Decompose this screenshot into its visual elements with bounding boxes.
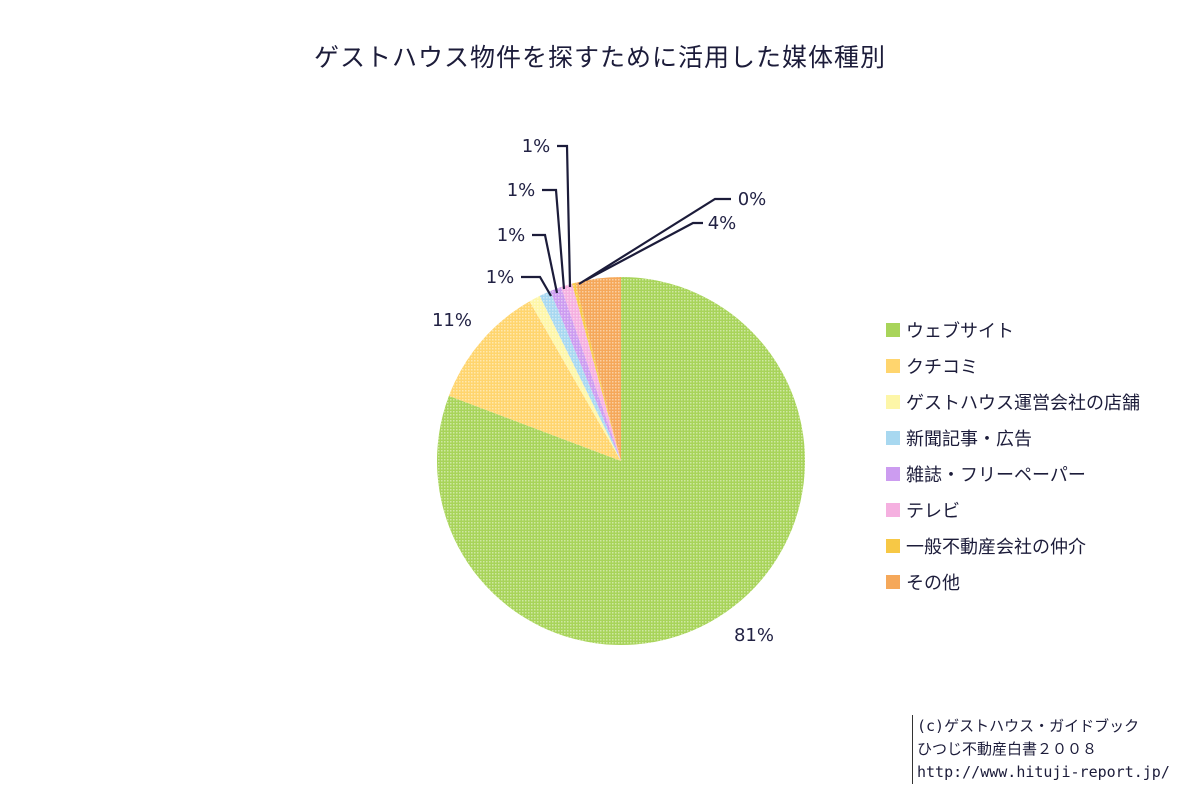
legend-label: クチコミ [906, 357, 978, 378]
legend-item-7: 一般不動産会社の仲介 [886, 528, 1140, 564]
legend-swatch [886, 467, 900, 481]
leader-line-4 [532, 233, 559, 294]
legend-swatch [886, 395, 900, 409]
credit-line-3: http://www.hituji-report.jp/ [917, 763, 1170, 781]
pie-slice-texture-1 [437, 277, 806, 645]
legend-label: ゲストハウス運営会社の店舗 [906, 393, 1140, 414]
legend-item-5: 雑誌・フリーペーパー [886, 456, 1140, 492]
legend: ウェブサイト クチコミゲストハウス運営会社の店舗 新聞記事・広告雑誌・フリーペーパー… [886, 312, 1140, 600]
leader-line-6 [557, 144, 572, 288]
legend-item-1: ウェブサイト [886, 312, 1140, 348]
credit-line-2: ひつじ不動産白書２００８ [917, 740, 1098, 758]
leader-line-8 [585, 221, 703, 281]
pie-slice-texture-6 [561, 283, 621, 461]
legend-swatch [886, 323, 900, 337]
pie-slice-texture-7 [572, 282, 621, 461]
pie-slice-texture-4 [539, 291, 621, 461]
legend-label: その他 [906, 573, 960, 594]
leader-line-3 [521, 275, 552, 297]
legend-swatch [886, 539, 900, 553]
percent-label-5: 1% [507, 180, 536, 201]
pie-slice-texture-5 [550, 287, 621, 461]
legend-item-6: テレビ [886, 492, 1140, 528]
legend-label: 雑誌・フリーペーパー [906, 465, 1086, 486]
legend-label: 一般不動産会社の仲介 [906, 537, 1086, 558]
chart-title: ゲストハウス物件を探すために活用した媒体種別 [313, 43, 886, 72]
pie-slice-texture-8 [575, 277, 621, 461]
copyright-credit: (c)ゲストハウス・ガイドブック ひつじ不動産白書２００８ http://www… [912, 715, 1188, 784]
legend-label: 新聞記事・広告 [906, 429, 1032, 450]
leader-line-7 [578, 197, 731, 285]
legend-item-3: ゲストハウス運営会社の店舗 [886, 384, 1140, 420]
percent-label-7: 0% [738, 189, 767, 210]
legend-swatch [886, 503, 900, 517]
legend-swatch [886, 431, 900, 445]
pie-slice-texture-3 [529, 295, 621, 461]
legend-item-2: クチコミ [886, 348, 1140, 384]
credit-line-1: (c)ゲストハウス・ガイドブック [917, 717, 1140, 735]
percent-label-8: 4% [708, 213, 737, 234]
percent-label-2: 11% [432, 310, 472, 331]
leader-line-5 [542, 188, 566, 290]
legend-item-8: その他 [886, 564, 1140, 600]
percent-label-6: 1% [522, 136, 551, 157]
legend-label: ウェブサイト [906, 321, 1014, 342]
legend-swatch [886, 359, 900, 373]
legend-label: テレビ [906, 501, 960, 522]
legend-swatch [886, 575, 900, 589]
percent-label-4: 1% [497, 225, 526, 246]
pie-slice-texture-2 [448, 301, 621, 461]
legend-item-4: 新聞記事・広告 [886, 420, 1140, 456]
percent-label-1: 81% [734, 625, 774, 646]
percent-label-3: 1% [486, 267, 515, 288]
